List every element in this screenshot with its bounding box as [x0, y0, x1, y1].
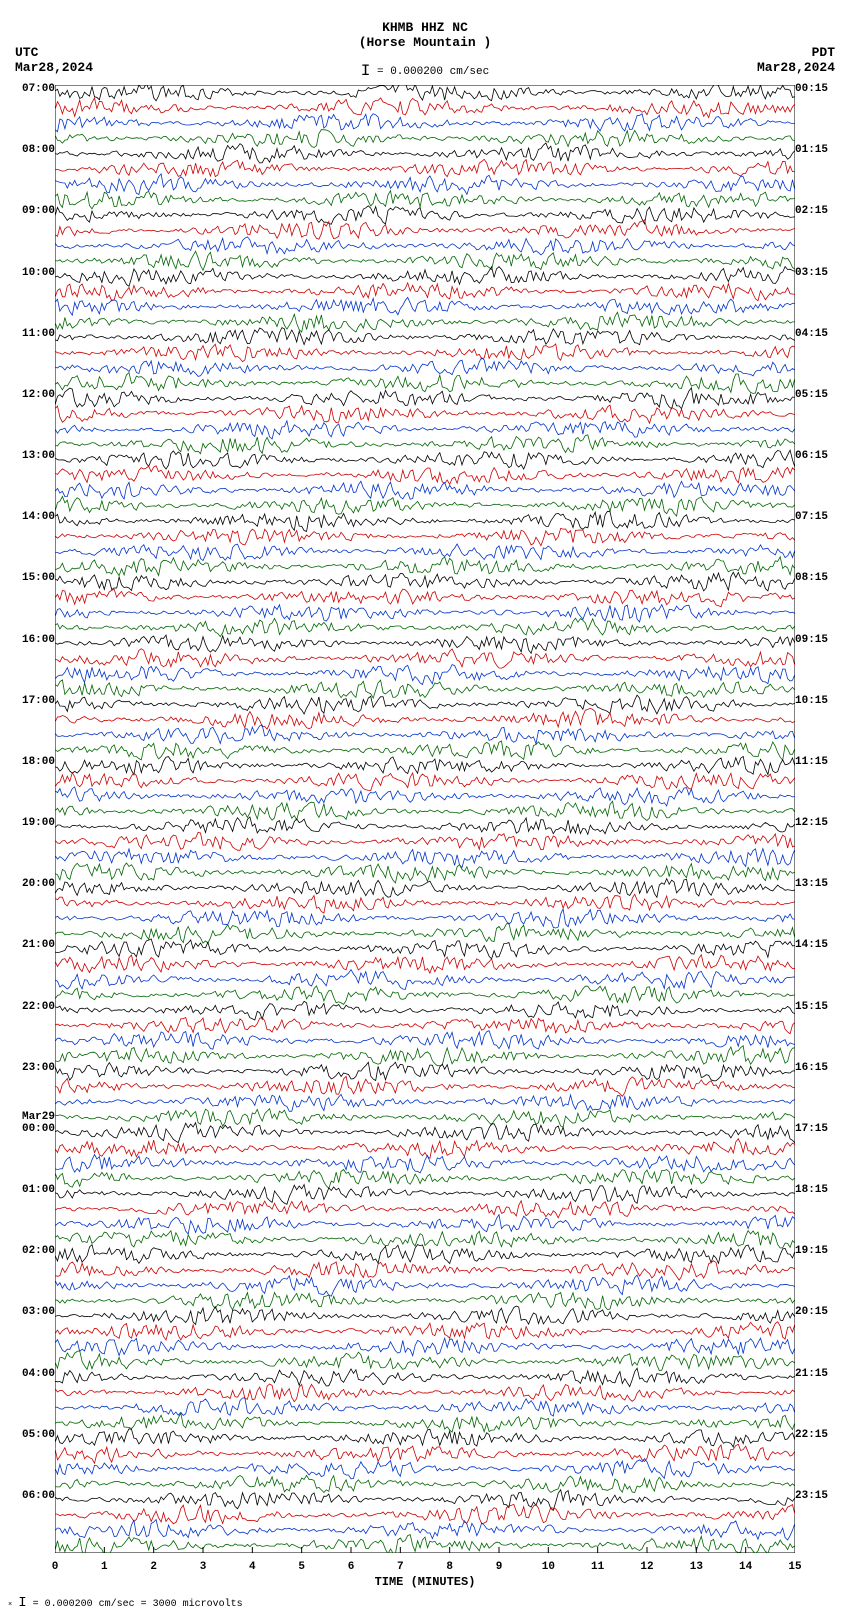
left-time-label: 22:00 [22, 1001, 55, 1013]
right-tz: PDT [757, 45, 835, 60]
right-time-label: 13:15 [795, 878, 828, 890]
left-time-label: 17:00 [22, 695, 55, 707]
right-time-label: 23:15 [795, 1490, 828, 1502]
left-time-label: 20:00 [22, 878, 55, 890]
x-tick-label: 5 [298, 1561, 305, 1573]
seismogram-container: KHMB HHZ NC (Horse Mountain ) UTC Mar28,… [0, 0, 850, 1613]
left-time-label: 05:00 [22, 1429, 55, 1441]
right-time-label: 00:15 [795, 83, 828, 95]
right-time-label: 01:15 [795, 144, 828, 156]
right-time-label: 12:15 [795, 817, 828, 829]
left-tz: UTC [15, 45, 93, 60]
location-line: (Horse Mountain ) [0, 35, 850, 50]
right-time-label: 16:15 [795, 1062, 828, 1074]
footer-note: × I = 0.000200 cm/sec = 3000 microvolts [8, 1595, 243, 1611]
left-time-label: 11:00 [22, 328, 55, 340]
right-time-label: 22:15 [795, 1429, 828, 1441]
plot-area [55, 85, 795, 1553]
x-tick-label: 14 [739, 1561, 752, 1573]
x-tick-label: 2 [150, 1561, 157, 1573]
x-tick-label: 12 [640, 1561, 653, 1573]
x-tick-label: 15 [788, 1561, 801, 1573]
left-time-label: 02:00 [22, 1245, 55, 1257]
date-prefix: Mar29 [22, 1111, 55, 1123]
right-time-label: 11:15 [795, 756, 828, 768]
left-time-label: 23:00 [22, 1062, 55, 1074]
right-time-label: 05:15 [795, 389, 828, 401]
left-time-label: 01:00 [22, 1184, 55, 1196]
x-tick-label: 11 [591, 1561, 604, 1573]
left-time-label: 19:00 [22, 817, 55, 829]
right-time-label: 17:15 [795, 1123, 828, 1135]
left-time-label: 16:00 [22, 634, 55, 646]
left-time-label: 04:00 [22, 1368, 55, 1380]
scale-text: = 0.000200 cm/sec [377, 66, 489, 78]
header-center: KHMB HHZ NC (Horse Mountain ) [0, 20, 850, 50]
right-time-label: 08:15 [795, 572, 828, 584]
x-axis-title: TIME (MINUTES) [55, 1575, 795, 1589]
right-time-label: 10:15 [795, 695, 828, 707]
right-time-label: 21:15 [795, 1368, 828, 1380]
seismogram-traces [55, 85, 795, 1553]
left-time-label: 07:00 [22, 83, 55, 95]
left-time-label: 14:00 [22, 511, 55, 523]
left-time-label: 00:00 [22, 1123, 55, 1135]
right-time-label: 04:15 [795, 328, 828, 340]
left-time-label: 03:00 [22, 1306, 55, 1318]
scale-indicator: I = 0.000200 cm/sec [0, 62, 850, 80]
left-time-label: 21:00 [22, 939, 55, 951]
left-time-label: 08:00 [22, 144, 55, 156]
left-time-label: 06:00 [22, 1490, 55, 1502]
x-tick-label: 6 [348, 1561, 355, 1573]
left-time-label: 18:00 [22, 756, 55, 768]
left-time-label: 09:00 [22, 205, 55, 217]
left-time-label: 13:00 [22, 450, 55, 462]
right-time-label: 06:15 [795, 450, 828, 462]
right-time-label: 09:15 [795, 634, 828, 646]
x-axis: TIME (MINUTES) 0123456789101112131415 [55, 1553, 795, 1588]
left-time-label: 10:00 [22, 267, 55, 279]
footer-text: = 0.000200 cm/sec = 3000 microvolts [33, 1599, 243, 1610]
right-time-label: 18:15 [795, 1184, 828, 1196]
right-axis-labels: 00:15 01:15 02:15 03:15 04:15 05:15 06:15 07:15… [795, 85, 840, 1553]
x-tick-label: 7 [397, 1561, 404, 1573]
x-tick-label: 10 [542, 1561, 555, 1573]
right-time-label: 14:15 [795, 939, 828, 951]
x-tick-label: 8 [446, 1561, 453, 1573]
right-time-label: 15:15 [795, 1001, 828, 1013]
x-tick-label: 1 [101, 1561, 108, 1573]
x-tick-label: 13 [690, 1561, 703, 1573]
x-tick-label: 4 [249, 1561, 256, 1573]
right-time-label: 19:15 [795, 1245, 828, 1257]
x-tick-label: 3 [200, 1561, 207, 1573]
left-axis-labels: 07:00 08:00 09:00 10:00 11:00 12:00 13:00 14:00… [10, 85, 55, 1553]
x-tick-label: 9 [496, 1561, 503, 1573]
left-time-label: 15:00 [22, 572, 55, 584]
right-time-label: 03:15 [795, 267, 828, 279]
x-tick-label: 0 [52, 1561, 59, 1573]
right-time-label: 20:15 [795, 1306, 828, 1318]
left-time-label: 12:00 [22, 389, 55, 401]
station-line: KHMB HHZ NC [0, 20, 850, 35]
right-time-label: 02:15 [795, 205, 828, 217]
right-time-label: 07:15 [795, 511, 828, 523]
